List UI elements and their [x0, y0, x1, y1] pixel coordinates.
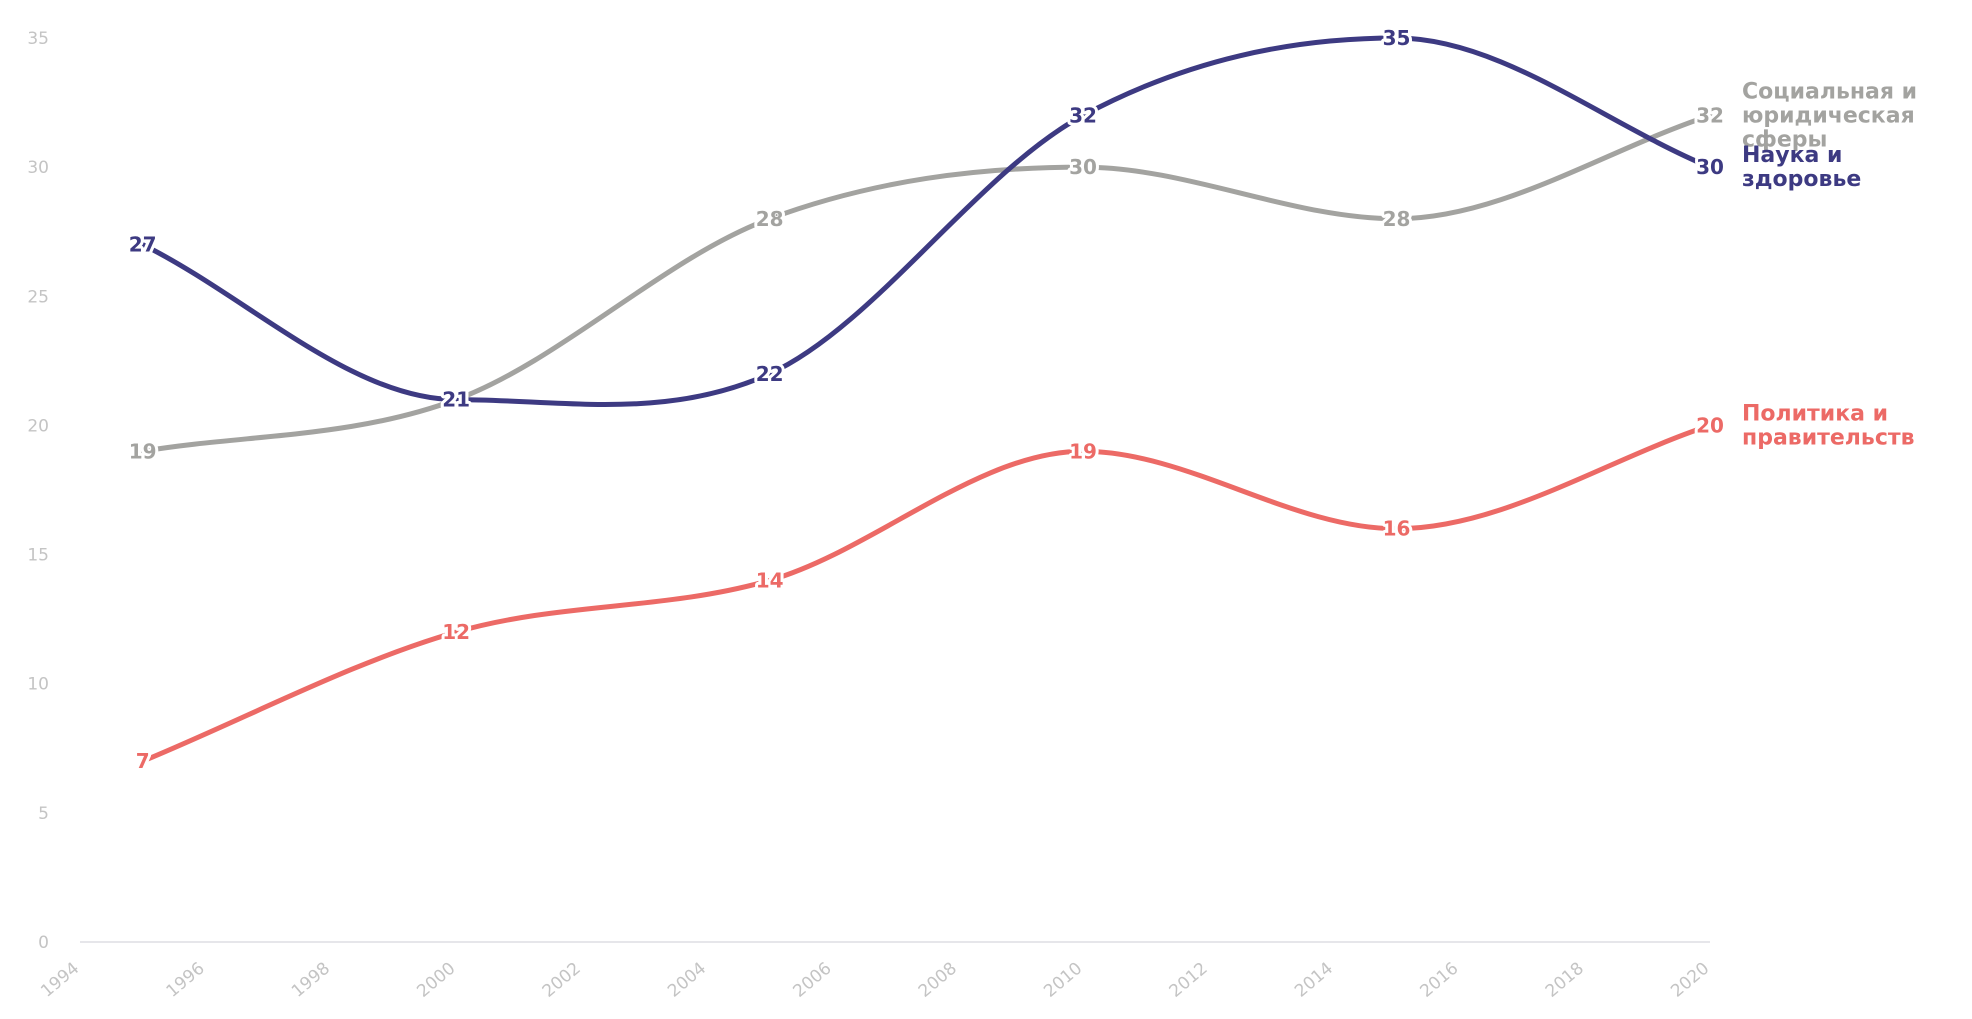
x-tick-label: 1994	[37, 959, 83, 1002]
y-tick-label: 20	[27, 416, 49, 436]
data-label: 30	[1696, 155, 1724, 179]
y-tick-label: 35	[27, 29, 49, 49]
data-label: 7	[136, 749, 150, 773]
data-label: 35	[1383, 26, 1411, 50]
x-tick-label: 2020	[1667, 959, 1713, 1002]
data-label: 28	[756, 207, 784, 231]
data-label: 30	[1069, 155, 1097, 179]
x-tick-label: 2010	[1040, 959, 1086, 1002]
y-tick-label: 0	[38, 933, 49, 953]
x-tick-label: 2016	[1416, 959, 1462, 1002]
x-tick-label: 2008	[915, 959, 961, 1002]
series-line	[140, 112, 1713, 454]
x-tick-label: 1996	[163, 959, 209, 1002]
y-tick-label: 30	[27, 158, 49, 178]
series-lines	[140, 35, 1713, 764]
series-label: Социальная и	[1742, 79, 1917, 104]
data-label: 32	[1696, 103, 1724, 127]
data-label: 27	[129, 233, 157, 257]
series-line	[140, 422, 1713, 764]
x-tick-label: 2012	[1166, 959, 1212, 1002]
series-label: правительств	[1742, 425, 1915, 450]
x-axis: 1994 1996 1998 2000 2002 2004 2006 2008 2010 2012…	[37, 941, 1713, 1002]
x-tick-label: 2000	[413, 959, 459, 1002]
data-label: 21	[442, 388, 470, 412]
series-label: юридическая	[1742, 103, 1915, 128]
y-tick-label: 25	[27, 287, 49, 307]
x-tick-label: 2004	[664, 959, 710, 1002]
data-label: 12	[442, 620, 470, 644]
data-label: 19	[1069, 439, 1097, 463]
data-label: 32	[1069, 103, 1097, 127]
data-label: 16	[1383, 517, 1411, 541]
y-tick-label: 15	[27, 546, 49, 566]
data-label: 14	[756, 568, 784, 592]
data-label: 20	[1696, 413, 1724, 437]
x-tick-label: 2006	[790, 959, 836, 1002]
series-label: Наука и	[1742, 143, 1842, 168]
series-label: сферы	[1742, 127, 1827, 152]
data-label: 22	[756, 362, 784, 386]
x-tick-label: 2018	[1542, 959, 1588, 1002]
series-line	[140, 35, 1713, 407]
data-label: 19	[129, 439, 157, 463]
y-axis: 0 5 10 15 20 25 30 35	[27, 29, 49, 953]
y-tick-label: 5	[38, 804, 49, 824]
series-label: Политика и	[1742, 401, 1888, 426]
y-tick-label: 10	[27, 675, 49, 695]
data-label: 28	[1383, 207, 1411, 231]
series-label: здоровье	[1742, 167, 1861, 192]
x-tick-label: 2014	[1291, 959, 1337, 1002]
data-label: 21	[442, 388, 470, 412]
x-tick-label: 1998	[288, 959, 334, 1002]
x-tick-label: 2002	[539, 959, 585, 1002]
